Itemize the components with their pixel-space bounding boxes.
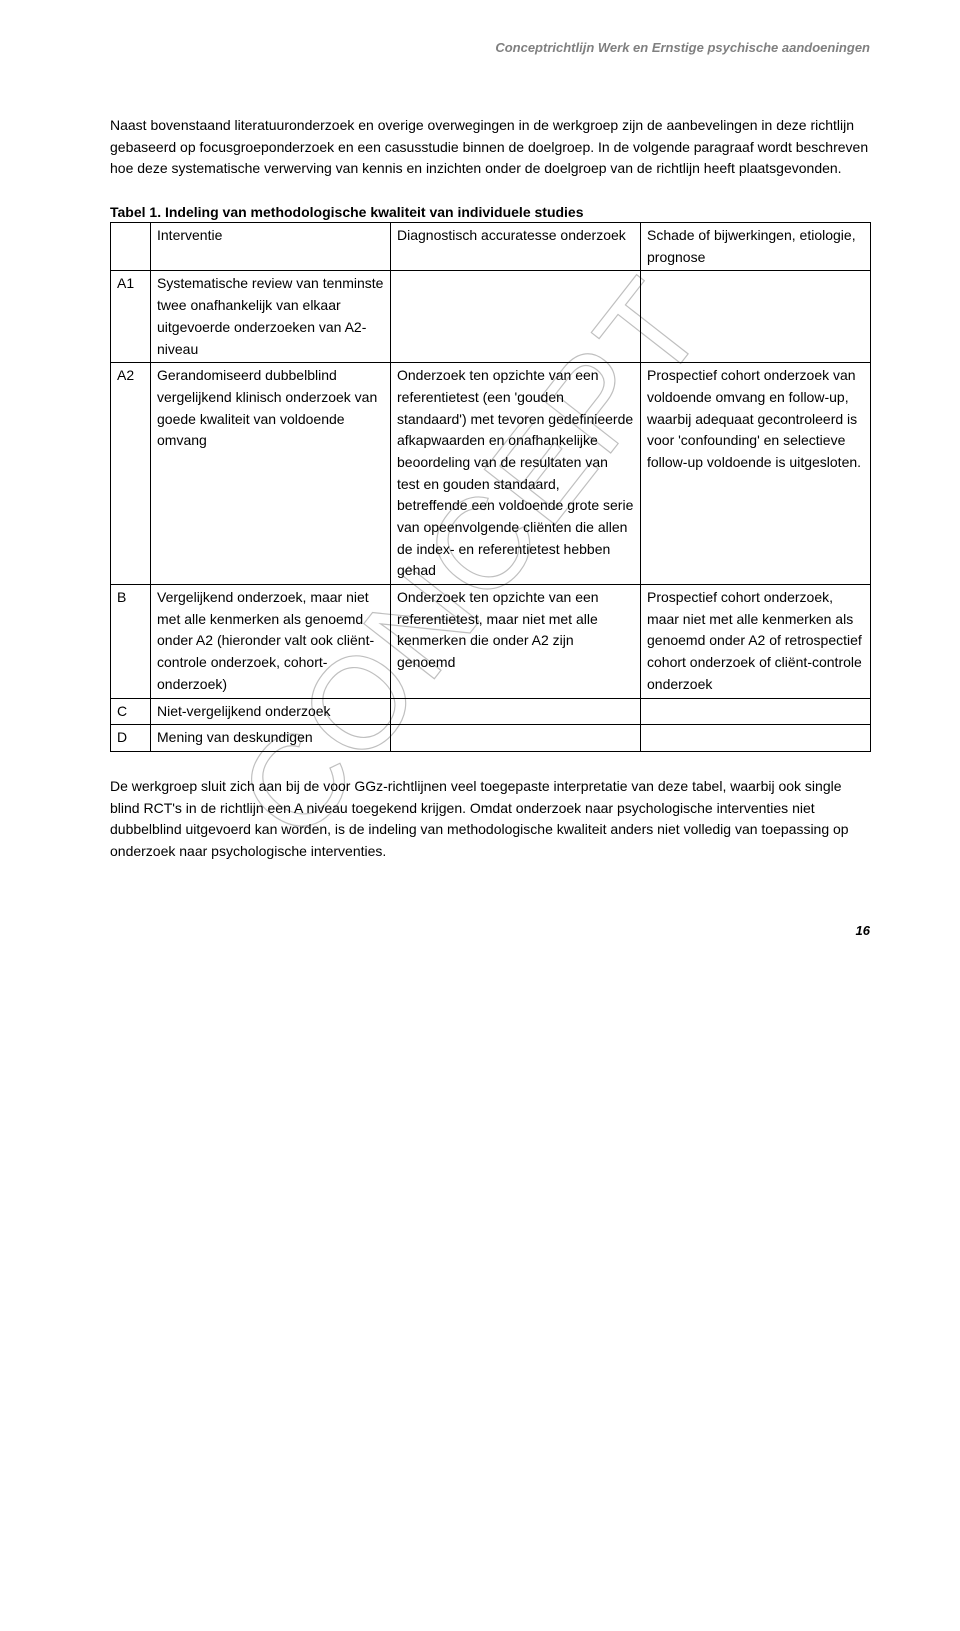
- table-cell: Niet-vergelijkend onderzoek: [151, 698, 391, 725]
- quality-table: Interventie Diagnostisch accuratesse ond…: [110, 222, 871, 752]
- table-cell: [391, 698, 641, 725]
- page-number: 16: [110, 923, 870, 938]
- table-cell: Onderzoek ten opzichte van een referenti…: [391, 363, 641, 585]
- table-cell: B: [111, 585, 151, 698]
- table-cell: Prospectief cohort onderzoek, maar niet …: [641, 585, 871, 698]
- table-cell: Onderzoek ten opzichte van een referenti…: [391, 585, 641, 698]
- table-row: A1 Systematische review van tenminste tw…: [111, 271, 871, 363]
- table-cell: Interventie: [151, 223, 391, 271]
- table-cell: [641, 271, 871, 363]
- table-cell: D: [111, 725, 151, 752]
- table-cell: [641, 698, 871, 725]
- table-cell: [641, 725, 871, 752]
- table-cell: Prospectief cohort onderzoek van voldoen…: [641, 363, 871, 585]
- table-caption: Tabel 1. Indeling van methodologische kw…: [110, 204, 870, 220]
- table-cell: [391, 271, 641, 363]
- intro-paragraph: Naast bovenstaand literatuuronderzoek en…: [110, 115, 870, 180]
- table-cell: Diagnostisch accuratesse onderzoek: [391, 223, 641, 271]
- table-row: A2 Gerandomiseerd dubbelblind vergelijke…: [111, 363, 871, 585]
- closing-paragraph: De werkgroep sluit zich aan bij de voor …: [110, 776, 870, 863]
- table-row: D Mening van deskundigen: [111, 725, 871, 752]
- table-header-row: Interventie Diagnostisch accuratesse ond…: [111, 223, 871, 271]
- table-cell: A2: [111, 363, 151, 585]
- table-cell: Schade of bijwerkingen, etiologie, progn…: [641, 223, 871, 271]
- table-cell: Mening van deskundigen: [151, 725, 391, 752]
- table-cell: A1: [111, 271, 151, 363]
- table-row: B Vergelijkend onderzoek, maar niet met …: [111, 585, 871, 698]
- table-cell: Vergelijkend onderzoek, maar niet met al…: [151, 585, 391, 698]
- table-row: C Niet-vergelijkend onderzoek: [111, 698, 871, 725]
- table-cell: [111, 223, 151, 271]
- table-cell: C: [111, 698, 151, 725]
- document-header: Conceptrichtlijn Werk en Ernstige psychi…: [110, 40, 870, 55]
- table-cell: [391, 725, 641, 752]
- table-cell: Systematische review van tenminste twee …: [151, 271, 391, 363]
- table-cell: Gerandomiseerd dubbelblind vergelijkend …: [151, 363, 391, 585]
